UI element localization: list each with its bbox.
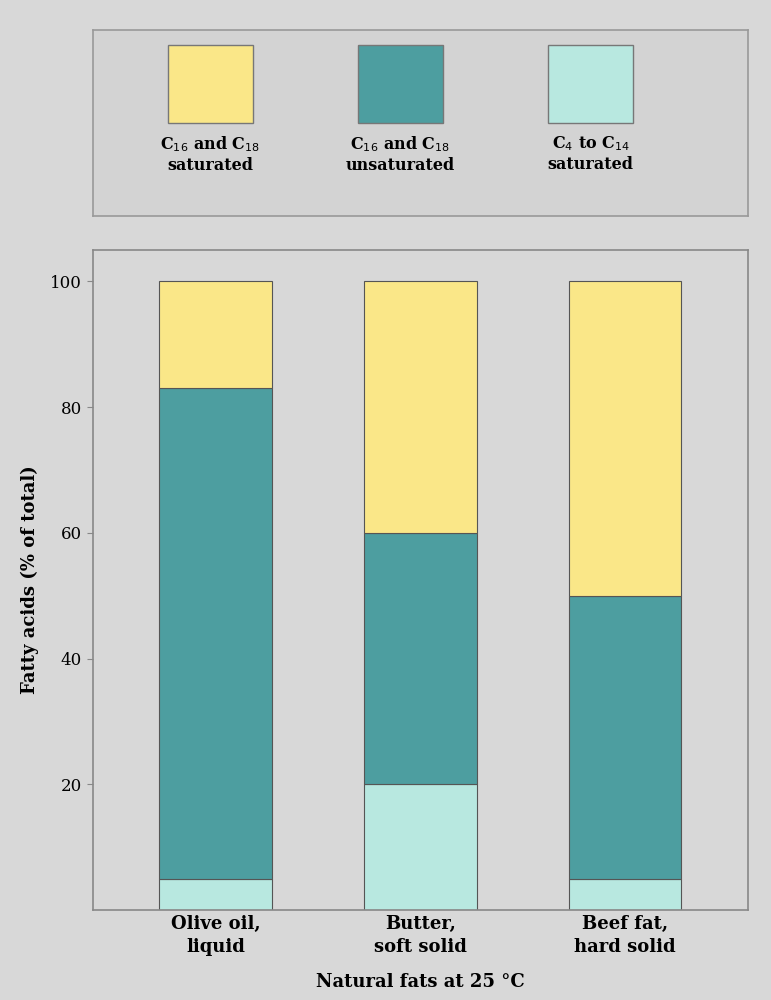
- Bar: [569, 879, 682, 910]
- FancyBboxPatch shape: [168, 45, 253, 123]
- Bar: [364, 784, 476, 910]
- FancyBboxPatch shape: [358, 45, 443, 123]
- Y-axis label: Fatty acids (% of total): Fatty acids (% of total): [21, 466, 39, 694]
- FancyBboxPatch shape: [548, 45, 633, 123]
- X-axis label: Natural fats at 25 °C: Natural fats at 25 °C: [316, 973, 524, 991]
- Bar: [159, 281, 271, 388]
- Text: C$_{16}$ and C$_{18}$
saturated: C$_{16}$ and C$_{18}$ saturated: [160, 134, 261, 174]
- Text: C$_{4}$ to C$_{14}$
saturated: C$_{4}$ to C$_{14}$ saturated: [547, 134, 634, 173]
- Bar: [364, 281, 476, 533]
- Bar: [569, 596, 682, 879]
- Bar: [364, 533, 476, 784]
- Bar: [159, 388, 271, 879]
- Text: C$_{16}$ and C$_{18}$
unsaturated: C$_{16}$ and C$_{18}$ unsaturated: [346, 134, 455, 174]
- Bar: [159, 879, 271, 910]
- Bar: [569, 281, 682, 596]
